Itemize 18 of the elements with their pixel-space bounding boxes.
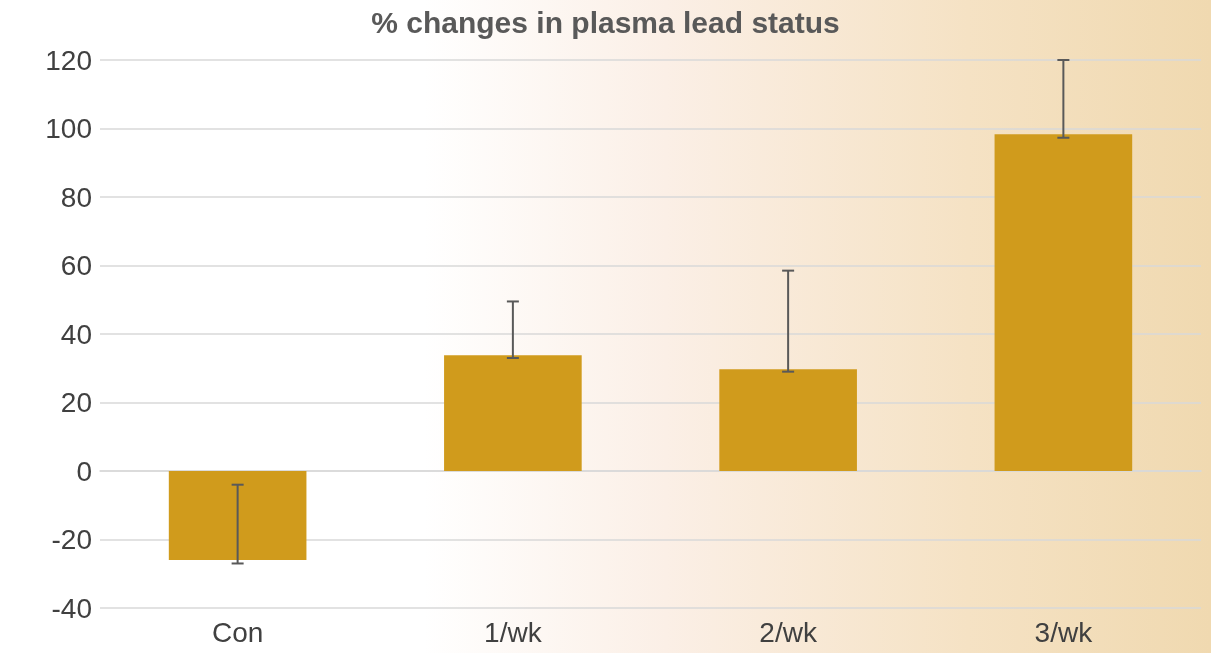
y-tick-label: -40 [51, 592, 92, 624]
y-tick-label: 20 [60, 387, 92, 418]
bar [168, 471, 307, 561]
x-tick-label: 3/wk [1034, 616, 1094, 648]
y-tick-label: 40 [60, 318, 92, 350]
x-tick-label: Con [211, 616, 264, 648]
y-tick-label: 100 [45, 113, 92, 144]
bar [994, 134, 1133, 471]
bar [444, 355, 582, 471]
y-tick-label: 120 [45, 44, 92, 76]
x-tick-label: 2/wk [759, 616, 818, 648]
y-tick-label: 80 [60, 181, 92, 213]
y-tick-label: -20 [51, 524, 92, 555]
y-tick-label: 0 [76, 455, 92, 487]
x-tick-label: 1/wk [484, 616, 543, 648]
y-tick-label: 60 [60, 250, 92, 281]
chart-title: % changes in plasma lead status [371, 5, 840, 39]
bar [719, 369, 857, 471]
